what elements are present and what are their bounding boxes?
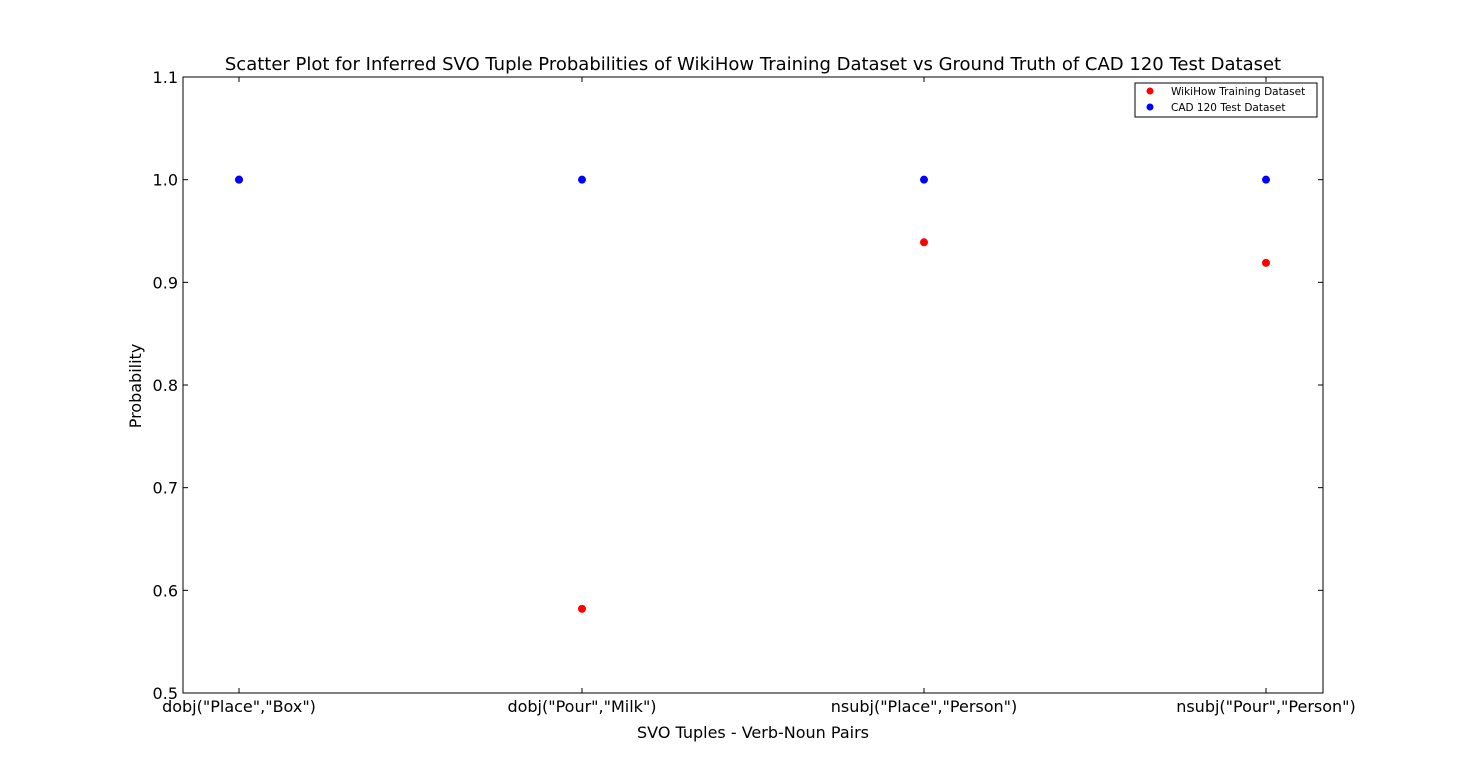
cad120-point	[920, 175, 928, 184]
x-tick-label: nsubj("Pour","Person")	[1176, 697, 1356, 716]
y-tick-label: 0.9	[153, 273, 178, 292]
cad120-point	[1262, 175, 1270, 184]
legend-marker-cad120	[1146, 103, 1154, 111]
chart-title: Scatter Plot for Inferred SVO Tuple Prob…	[225, 54, 1281, 75]
x-tick-label: dobj("Pour","Milk")	[507, 697, 656, 716]
data-points	[235, 175, 1270, 613]
legend: WikiHow Training Dataset CAD 120 Test Da…	[1134, 82, 1318, 118]
y-tick-label: 0.6	[153, 581, 178, 600]
wikihow-point	[920, 238, 928, 247]
legend-label-cad120: CAD 120 Test Dataset	[1171, 102, 1285, 114]
legend-box	[1134, 82, 1318, 118]
x-axis-ticks: dobj("Place","Box") dobj("Pour","Milk") ns…	[162, 77, 1356, 716]
x-tick-label: dobj("Place","Box")	[162, 697, 316, 716]
y-tick-label: 0.5	[153, 684, 178, 703]
y-tick-label: 1.0	[153, 171, 178, 190]
x-tick-label: nsubj("Place","Person")	[831, 697, 1018, 716]
wikihow-point	[1262, 258, 1270, 267]
wikihow-point	[578, 604, 586, 613]
cad120-point	[235, 175, 243, 184]
y-tick-label: 1.1	[153, 68, 178, 87]
y-axis-label: Probability	[126, 344, 145, 429]
cad120-point	[578, 175, 586, 184]
plot-area	[183, 77, 1323, 693]
plot-frame	[182, 76, 1324, 694]
x-axis-label: SVO Tuples - Verb-Noun Pairs	[637, 723, 869, 742]
legend-label-wikihow: WikiHow Training Dataset	[1171, 86, 1305, 98]
y-tick-label: 0.7	[153, 479, 178, 498]
legend-marker-wikihow	[1146, 87, 1154, 95]
y-tick-label: 0.8	[153, 376, 178, 395]
